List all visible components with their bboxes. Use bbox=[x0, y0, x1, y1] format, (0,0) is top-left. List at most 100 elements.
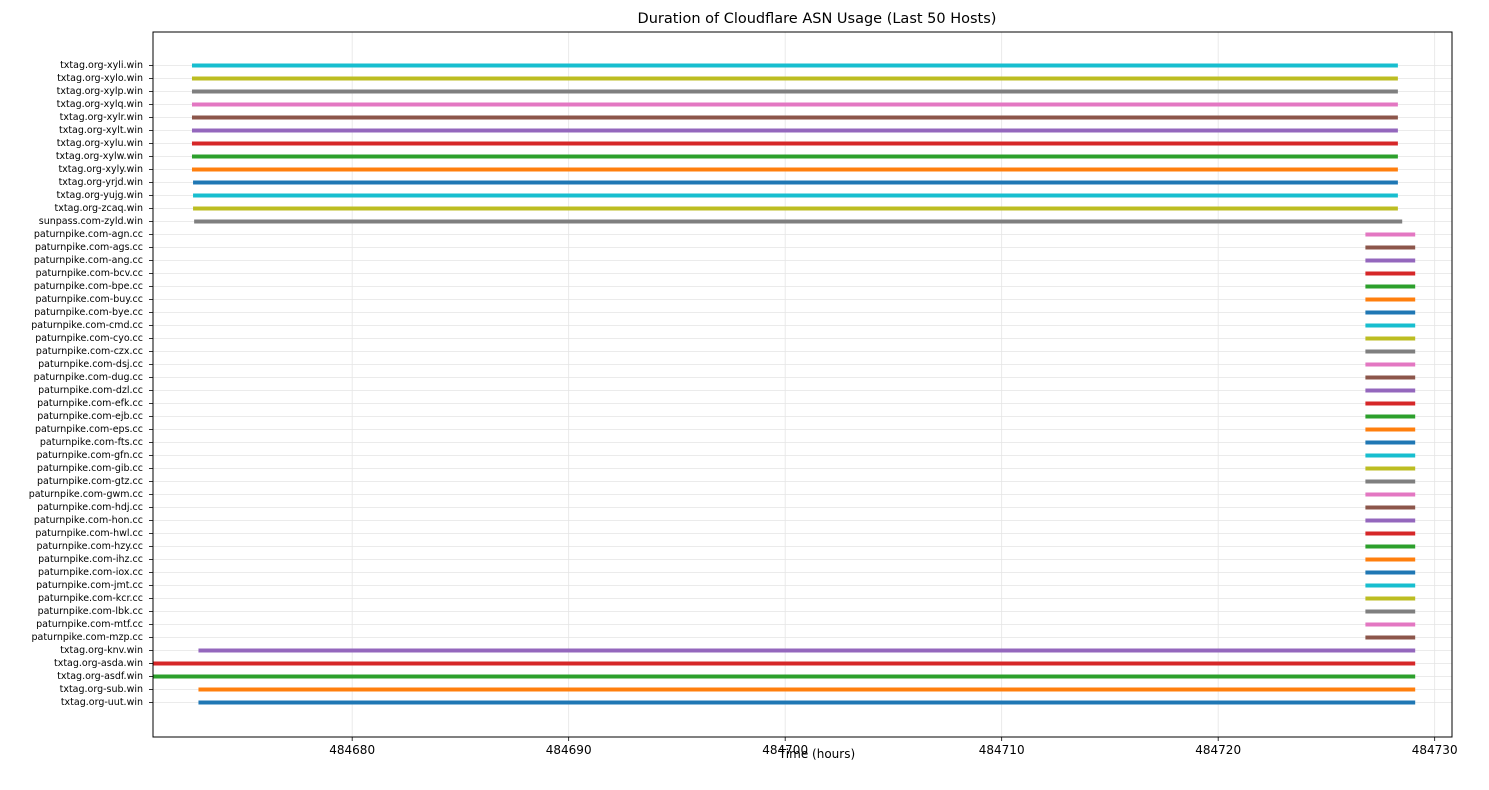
host-label: txtag.org-sub.win bbox=[60, 684, 143, 695]
host-label: paturnpike.com-bye.cc bbox=[34, 307, 143, 318]
host-label: paturnpike.com-dug.cc bbox=[34, 372, 143, 383]
host-label: paturnpike.com-czx.cc bbox=[36, 346, 143, 357]
duration-bar bbox=[194, 219, 1403, 224]
x-axis-ticks: 484680 484690 484700 484710 484720 484730 bbox=[329, 737, 1458, 757]
duration-bar bbox=[1365, 596, 1416, 601]
host-label: paturnpike.com-hon.cc bbox=[34, 515, 143, 526]
duration-bar bbox=[1365, 427, 1416, 432]
duration-bar bbox=[1365, 271, 1416, 276]
host-label: paturnpike.com-dsj.cc bbox=[38, 359, 143, 370]
duration-bar bbox=[191, 76, 1398, 81]
duration-bar bbox=[1365, 284, 1416, 289]
host-label: paturnpike.com-ejb.cc bbox=[37, 411, 143, 422]
host-label: paturnpike.com-bpe.cc bbox=[34, 281, 143, 292]
host-label: paturnpike.com-ihz.cc bbox=[38, 554, 143, 565]
duration-bar bbox=[1365, 375, 1416, 380]
host-label: paturnpike.com-mtf.cc bbox=[36, 619, 143, 630]
host-label: txtag.org-yujg.win bbox=[56, 190, 143, 201]
host-label: paturnpike.com-gtz.cc bbox=[37, 476, 143, 487]
host-label: paturnpike.com-cmd.cc bbox=[31, 320, 143, 331]
host-label: txtag.org-asdf.win bbox=[57, 671, 143, 682]
host-label: paturnpike.com-gwm.cc bbox=[29, 489, 143, 500]
host-label: paturnpike.com-iox.cc bbox=[38, 567, 143, 578]
host-label: paturnpike.com-eps.cc bbox=[35, 424, 143, 435]
duration-bar bbox=[191, 154, 1398, 159]
duration-bar bbox=[1365, 583, 1416, 588]
host-label: txtag.org-xyly.win bbox=[58, 164, 143, 175]
host-label: paturnpike.com-fts.cc bbox=[40, 437, 143, 448]
duration-bar bbox=[1365, 557, 1416, 562]
x-tick-label: 484730 bbox=[1412, 743, 1458, 757]
duration-bar bbox=[1365, 362, 1416, 367]
duration-bar bbox=[1365, 323, 1416, 328]
duration-bar bbox=[1365, 297, 1416, 302]
duration-bar bbox=[1365, 336, 1416, 341]
host-label: paturnpike.com-ags.cc bbox=[35, 242, 143, 253]
host-label: paturnpike.com-kcr.cc bbox=[38, 593, 143, 604]
x-tick-label: 484720 bbox=[1195, 743, 1241, 757]
duration-bar bbox=[191, 63, 1398, 68]
duration-bar bbox=[191, 128, 1398, 133]
host-label: sunpass.com-zyld.win bbox=[39, 216, 143, 227]
host-label: txtag.org-xyli.win bbox=[60, 60, 143, 71]
duration-bar bbox=[1365, 518, 1416, 523]
host-label: paturnpike.com-bcv.cc bbox=[36, 268, 143, 279]
host-label: paturnpike.com-cyo.cc bbox=[35, 333, 143, 344]
host-label: paturnpike.com-gfn.cc bbox=[36, 450, 143, 461]
duration-bar bbox=[191, 102, 1398, 107]
duration-bar bbox=[1365, 258, 1416, 263]
duration-bar bbox=[191, 115, 1398, 120]
duration-bar bbox=[1365, 310, 1416, 315]
host-label: paturnpike.com-jmt.cc bbox=[36, 580, 143, 591]
duration-bar bbox=[1365, 531, 1416, 536]
duration-bar bbox=[191, 141, 1398, 146]
x-axis-label: Time (hours) bbox=[778, 747, 855, 761]
duration-bar bbox=[1365, 349, 1416, 354]
host-label: txtag.org-xylt.win bbox=[59, 125, 143, 136]
host-label: txtag.org-yrjd.win bbox=[59, 177, 143, 188]
duration-bar bbox=[1365, 570, 1416, 575]
host-label: paturnpike.com-hdj.cc bbox=[37, 502, 143, 513]
host-label: txtag.org-asda.win bbox=[54, 658, 143, 669]
host-label: txtag.org-xylq.win bbox=[57, 99, 143, 110]
duration-bar bbox=[153, 674, 1416, 679]
duration-bar bbox=[1365, 414, 1416, 419]
duration-bar bbox=[1365, 401, 1416, 406]
x-tick-label: 484690 bbox=[546, 743, 592, 757]
host-label: paturnpike.com-efk.cc bbox=[37, 398, 143, 409]
host-label: paturnpike.com-mzp.cc bbox=[31, 632, 143, 643]
host-label: paturnpike.com-buy.cc bbox=[35, 294, 143, 305]
host-label: paturnpike.com-gib.cc bbox=[37, 463, 143, 474]
duration-bar bbox=[1365, 635, 1416, 640]
host-label: paturnpike.com-ang.cc bbox=[34, 255, 143, 266]
duration-bar bbox=[1365, 440, 1416, 445]
host-label: paturnpike.com-lbk.cc bbox=[38, 606, 143, 617]
host-label: paturnpike.com-dzl.cc bbox=[38, 385, 143, 396]
host-label: txtag.org-xylp.win bbox=[57, 86, 143, 97]
host-label: paturnpike.com-hzy.cc bbox=[36, 541, 143, 552]
duration-bar bbox=[193, 193, 1398, 198]
x-tick-label: 484700 bbox=[762, 743, 808, 757]
host-label: txtag.org-uut.win bbox=[61, 697, 143, 708]
duration-bar bbox=[1365, 622, 1416, 627]
duration-bar bbox=[193, 206, 1398, 211]
duration-bar bbox=[1365, 479, 1416, 484]
duration-bar bbox=[1365, 245, 1416, 250]
duration-bar bbox=[1365, 505, 1416, 510]
host-label: txtag.org-xylu.win bbox=[57, 138, 143, 149]
y-axis-ticks: txtag.org-xyli.win txtag.org-xylo.win txta… bbox=[29, 60, 153, 708]
plot-frame bbox=[152, 31, 1453, 738]
duration-bar bbox=[198, 687, 1416, 692]
duration-bar bbox=[1365, 232, 1416, 237]
host-label: txtag.org-knv.win bbox=[60, 645, 143, 656]
duration-bar bbox=[191, 167, 1398, 172]
duration-bar bbox=[1365, 492, 1416, 497]
grid-lines bbox=[153, 32, 1452, 737]
x-tick-label: 484680 bbox=[329, 743, 375, 757]
duration-bar bbox=[1365, 544, 1416, 549]
host-label: txtag.org-xylw.win bbox=[56, 151, 143, 162]
duration-bar bbox=[1365, 453, 1416, 458]
duration-bar bbox=[1365, 466, 1416, 471]
host-label: paturnpike.com-agn.cc bbox=[34, 229, 143, 240]
